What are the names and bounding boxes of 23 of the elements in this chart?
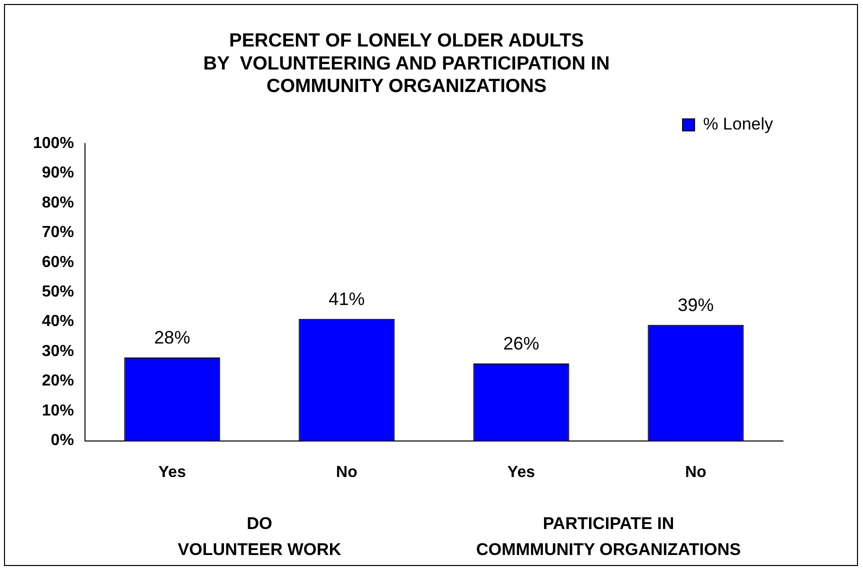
y-tick-label: 50% (42, 284, 74, 301)
x-tick-label: No (336, 464, 358, 481)
y-tick-label: 70% (42, 224, 74, 242)
y-tick-label: 10% (42, 402, 74, 420)
y-tick-label: 0% (50, 432, 74, 450)
x-tick-label: No (685, 464, 707, 481)
y-tick-label: 90% (42, 164, 74, 182)
legend-label: % Lonely (703, 114, 774, 134)
data-label: 26% (503, 333, 540, 354)
y-tick-label: 60% (42, 254, 74, 271)
data-label: 28% (154, 327, 190, 348)
y-tick-label: 40% (42, 313, 74, 330)
chart-title: PERCENT OF LONELY OLDER ADULTS BY VOLUNTEERING AND PARTICIPATION IN COMMUNITY ORGANIZATIONS (203, 30, 610, 98)
y-tick-label: 80% (42, 194, 74, 212)
y-tick-label: 20% (42, 372, 74, 390)
x-tick-label: Yes (158, 464, 186, 481)
x-tick-label: Yes (507, 464, 536, 481)
y-tick-label: 100% (33, 134, 74, 152)
text: DO VOLUNTEER WORK (178, 514, 342, 560)
data-label: 39% (678, 294, 714, 315)
text: PARTICIPATE IN COMMMUNITY ORGANIZATIONS (476, 514, 741, 560)
data-label: 41% (328, 288, 365, 309)
y-tick-label: 30% (42, 342, 74, 360)
